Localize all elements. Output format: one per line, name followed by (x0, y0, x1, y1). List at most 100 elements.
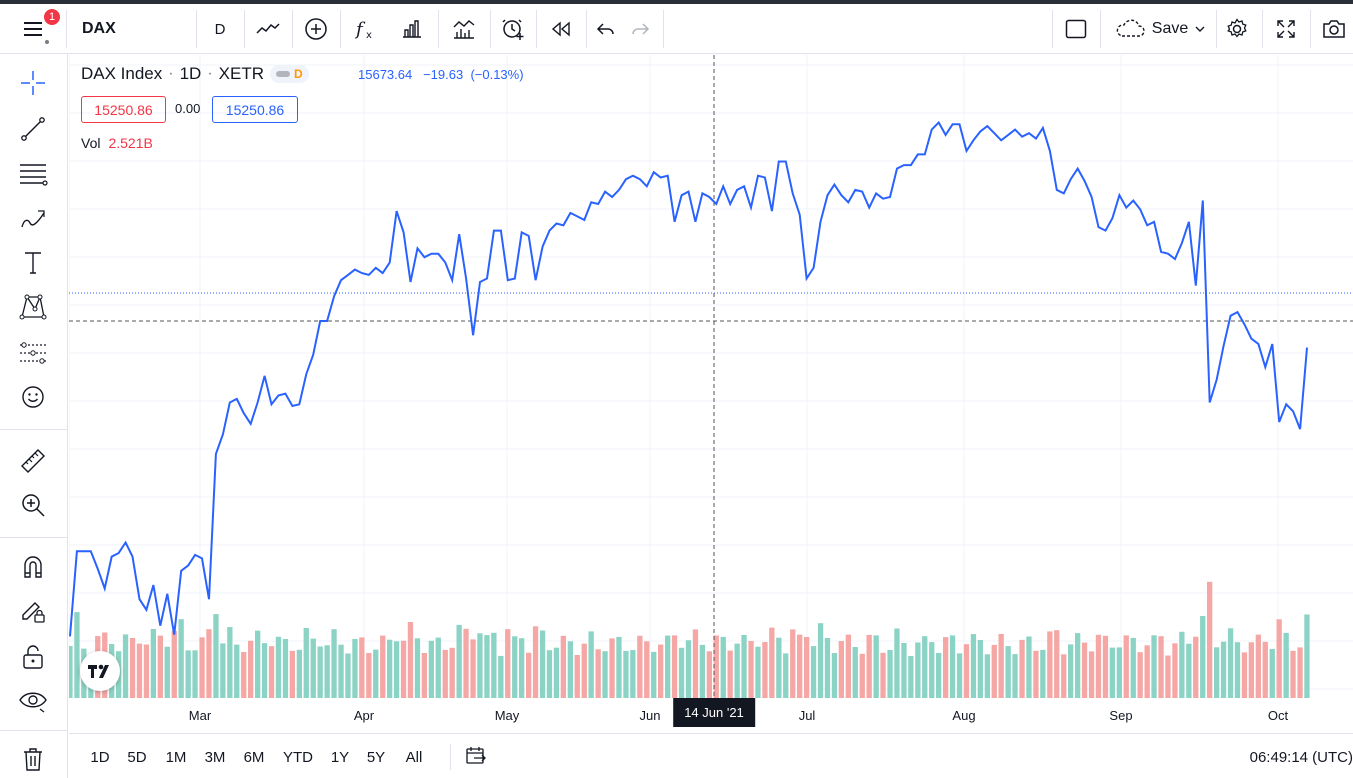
forecast-tool[interactable] (14, 334, 52, 372)
goto-date-button[interactable] (465, 745, 487, 772)
chart-type-button[interactable] (248, 4, 288, 54)
volume-bar (136, 643, 143, 698)
volume-bar (213, 614, 219, 698)
text-tool[interactable] (14, 244, 52, 282)
sell-price-box[interactable]: 15250.86 (81, 96, 166, 123)
volume-bar (1026, 636, 1032, 698)
save-button[interactable]: Save (1104, 4, 1216, 54)
volume-bar (845, 634, 851, 698)
volume-bar (1193, 636, 1199, 698)
ruler-icon (21, 449, 45, 473)
volume-bar (595, 649, 601, 698)
stay-drawing-tool[interactable] (14, 592, 52, 630)
volume-bar (755, 646, 761, 698)
trash-icon (24, 748, 42, 771)
range-ytd-button[interactable]: YTD (283, 749, 313, 766)
replay-button[interactable] (540, 4, 582, 54)
interval-button[interactable]: D (200, 4, 240, 54)
volume-bar (915, 642, 921, 698)
volume-bar (143, 644, 150, 698)
icon-tool[interactable] (14, 378, 52, 416)
range-3m-button[interactable]: 3M (204, 749, 226, 766)
range-1m-button[interactable]: 1M (165, 749, 187, 766)
brush-tool[interactable] (14, 200, 52, 238)
interval-label: D (214, 20, 226, 38)
compare-button[interactable] (296, 4, 336, 54)
volume-bars (69, 581, 1310, 698)
settings-button[interactable] (1218, 4, 1256, 54)
measure-tool[interactable] (14, 442, 52, 480)
tradingview-logo[interactable] (80, 651, 120, 691)
volume-bar (1137, 652, 1143, 698)
magnet-icon (24, 556, 42, 578)
redo-button[interactable] (624, 4, 656, 54)
layout-button[interactable] (1056, 4, 1096, 54)
volume-bar (380, 635, 386, 698)
range-5d-button[interactable]: 5D (127, 749, 147, 766)
volume-bar (699, 644, 705, 698)
volume-bar (199, 637, 205, 698)
trend-line-tool[interactable] (14, 110, 52, 148)
undo-button[interactable] (590, 4, 622, 54)
volume-bar (922, 636, 928, 698)
screenshot-button[interactable] (1314, 4, 1353, 54)
volume-bar (289, 650, 295, 698)
zoom-in-tool[interactable] (14, 486, 52, 524)
volume-bar (206, 629, 212, 698)
volume-bar (1088, 651, 1095, 698)
range-5y-button[interactable]: 5Y (366, 749, 386, 766)
month-label: Jul (798, 708, 816, 723)
volume-bar (178, 619, 184, 698)
volume-bar (762, 642, 768, 698)
symbol-search-button[interactable]: DAX (70, 4, 190, 54)
alert-button[interactable] (494, 4, 532, 54)
legend-title: DAX Index (81, 64, 163, 83)
volume-bar (894, 628, 900, 698)
volume-bar (943, 637, 949, 698)
volume-bar (1005, 646, 1011, 698)
volume-bar (407, 622, 414, 698)
utc-clock[interactable]: 06:49:14 (UTC) (1249, 749, 1353, 766)
time-axis[interactable]: Mar Apr May Jun Jul Aug Sep Oct 14 Jun '… (69, 698, 1353, 732)
volume-bar (852, 647, 858, 698)
range-1y-button[interactable]: 1Y (330, 749, 350, 766)
volume-bar (227, 627, 233, 698)
volume-bar (1276, 619, 1282, 698)
volume-bar (984, 654, 990, 698)
magnet-tool[interactable] (14, 548, 52, 586)
volume-bar (797, 634, 803, 698)
volume-bar (185, 650, 191, 698)
volume-bar (581, 643, 587, 698)
menu-button[interactable] (14, 4, 52, 54)
volume-bar (255, 630, 261, 698)
volume-bar (1304, 614, 1310, 698)
alert-indicators-button[interactable] (442, 4, 486, 54)
buy-price-box[interactable]: 15250.86 (212, 96, 298, 123)
remove-drawings-tool[interactable] (14, 740, 52, 778)
lock-drawings-tool[interactable] (14, 638, 52, 676)
range-1d-button[interactable]: 1D (90, 749, 110, 766)
svg-text:x: x (366, 30, 372, 41)
volume-bar (296, 649, 302, 698)
range-all-button[interactable]: All (405, 749, 423, 766)
templates-button[interactable] (390, 4, 434, 54)
fullscreen-button[interactable] (1266, 4, 1306, 54)
volume-bar (1116, 647, 1122, 698)
volume-bar (713, 635, 719, 698)
pattern-tool[interactable] (14, 288, 52, 326)
volume-bar (727, 650, 733, 698)
range-6m-button[interactable]: 6M (243, 749, 265, 766)
fib-tool[interactable] (14, 154, 52, 192)
crosshair-tool[interactable] (14, 64, 52, 102)
delay-toggle[interactable]: D (270, 65, 309, 83)
volume-bar (456, 624, 462, 698)
hide-drawings-tool[interactable] (14, 682, 52, 720)
eye-icon (19, 692, 47, 713)
drawing-toolbar (0, 54, 68, 778)
volume-bar (1054, 630, 1060, 698)
volume-bar (1047, 631, 1053, 698)
volume-bar (1040, 649, 1046, 698)
volume-bar (366, 653, 372, 698)
price-chart[interactable] (69, 55, 1353, 732)
